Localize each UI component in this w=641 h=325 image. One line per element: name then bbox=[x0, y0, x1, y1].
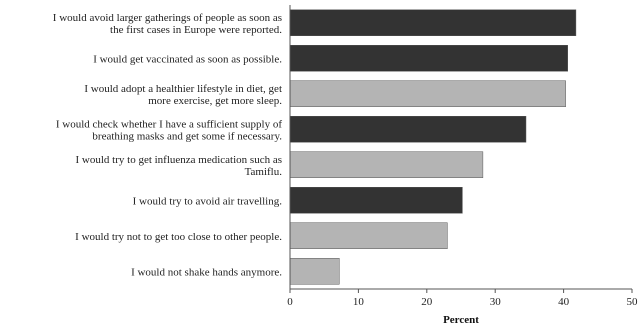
category-labels: I would avoid larger gatherings of peopl… bbox=[53, 12, 283, 279]
x-tick-label-1: 10 bbox=[353, 296, 365, 308]
category-label-3: I would check whether I have a sufficien… bbox=[56, 118, 282, 142]
bar-7 bbox=[289, 258, 340, 285]
category-label-0: I would avoid larger gatherings of peopl… bbox=[53, 12, 282, 36]
x-tick-label-0: 0 bbox=[287, 296, 293, 308]
category-label-1: I would get vaccinated as soon as possib… bbox=[93, 53, 282, 65]
x-axis-ticks: 0 10 20 30 40 50 bbox=[287, 289, 638, 308]
x-axis-title: Percent bbox=[443, 314, 479, 325]
bar-0 bbox=[289, 9, 577, 36]
category-label-6: I would try not to get too close to othe… bbox=[75, 231, 282, 243]
x-tick-label-2: 20 bbox=[421, 296, 433, 308]
category-label-4: I would try to get influenza medication … bbox=[76, 154, 283, 178]
category-label-5: I would try to avoid air travelling. bbox=[133, 195, 283, 207]
category-label-2: I would adopt a healthier lifestyle in d… bbox=[84, 83, 282, 107]
bar-2 bbox=[289, 80, 566, 107]
bar-4 bbox=[289, 151, 484, 178]
bar-3 bbox=[289, 116, 527, 143]
category-label-7: I would not shake hands anymore. bbox=[131, 266, 282, 278]
bar-1 bbox=[289, 45, 568, 72]
bar-6 bbox=[289, 222, 448, 249]
x-tick-label-4: 40 bbox=[558, 296, 570, 308]
x-tick-label-3: 30 bbox=[490, 296, 502, 308]
x-tick-label-5: 50 bbox=[627, 296, 639, 308]
bars-group bbox=[289, 9, 577, 285]
bar-5 bbox=[289, 187, 463, 214]
